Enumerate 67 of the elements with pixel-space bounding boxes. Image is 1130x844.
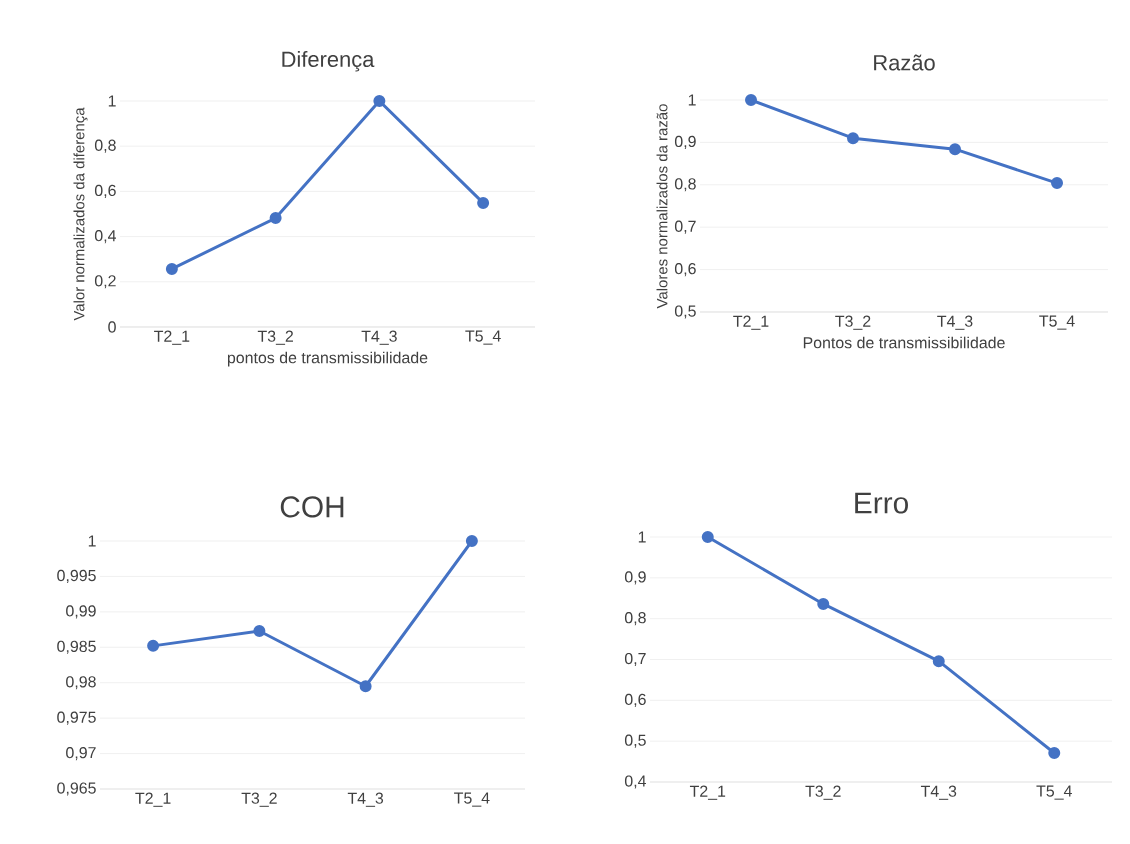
y-tick-label: 1 bbox=[88, 535, 96, 547]
point bbox=[359, 680, 372, 693]
y-tick-label: 1 bbox=[108, 95, 116, 107]
y-axis-title: Valor normalizados da diferença bbox=[73, 107, 88, 321]
y-tick-label: 0,6 bbox=[674, 263, 696, 277]
x-tick-label: T3_2 bbox=[241, 792, 277, 807]
x-tick-label: T2_1 bbox=[135, 792, 171, 807]
y-tick-label: 0,97 bbox=[66, 746, 96, 761]
point bbox=[949, 143, 962, 156]
point bbox=[253, 624, 266, 637]
y-tick-label: 0,6 bbox=[624, 693, 646, 707]
x-tick-label: T4_3 bbox=[347, 792, 384, 807]
x-tick-label: T5_4 bbox=[465, 330, 501, 345]
chart-title: Diferença bbox=[282, 50, 375, 72]
y-tick-label: 0,4 bbox=[94, 230, 117, 244]
y-tick-label: 1 bbox=[688, 94, 696, 106]
y-tick-label: 0,98 bbox=[66, 676, 96, 690]
point bbox=[701, 531, 714, 543]
x-tick-label: T2_1 bbox=[689, 785, 726, 800]
point bbox=[745, 93, 758, 106]
y-tick-label: 0,99 bbox=[66, 605, 96, 619]
x-axis-title: pontos de transmissibilidade bbox=[227, 351, 428, 367]
y-tick-label: 0,7 bbox=[674, 220, 696, 234]
x-tick-label: T5_4 bbox=[1036, 785, 1072, 800]
point bbox=[147, 639, 160, 652]
y-tick-label: 0,985 bbox=[57, 640, 96, 654]
y-tick-label: 0 bbox=[108, 321, 116, 333]
y-tick-label: 0,9 bbox=[624, 571, 646, 585]
y-axis-title: Valores normalizados da razão bbox=[656, 104, 668, 309]
x-tick-label: T3_2 bbox=[257, 330, 293, 345]
chart-title: COH bbox=[280, 496, 344, 518]
y-tick-label: 0,995 bbox=[57, 569, 96, 583]
chart-title: Erro bbox=[855, 492, 908, 514]
point bbox=[477, 196, 490, 209]
y-tick-label: 0,975 bbox=[57, 711, 96, 725]
point bbox=[932, 655, 945, 668]
point bbox=[373, 94, 386, 107]
y-tick-label: 0,8 bbox=[624, 612, 646, 626]
y-tick-label: 0,9 bbox=[674, 135, 696, 149]
x-tick-label: T5_4 bbox=[454, 792, 490, 807]
y-tick-label: 0,6 bbox=[94, 184, 116, 198]
point bbox=[165, 262, 178, 275]
point bbox=[1051, 177, 1064, 190]
x-tick-label: T4_3 bbox=[937, 315, 973, 330]
chart-title: Razão bbox=[874, 54, 935, 71]
y-tick-label: 0,8 bbox=[94, 139, 116, 153]
x-tick-label: T4_3 bbox=[361, 330, 397, 345]
point bbox=[465, 535, 478, 547]
x-tick-label: T2_1 bbox=[154, 330, 190, 345]
y-tick-label: 0,965 bbox=[57, 782, 96, 796]
x-axis-title: Pontos de transmissibilidade bbox=[803, 336, 1005, 349]
y-tick-label: 0,4 bbox=[624, 775, 647, 789]
y-tick-label: 0,5 bbox=[674, 305, 696, 319]
y-tick-label: 0,2 bbox=[94, 275, 116, 289]
x-tick-label: T3_2 bbox=[835, 315, 871, 330]
x-tick-label: T5_4 bbox=[1039, 315, 1075, 330]
point bbox=[817, 597, 830, 610]
point bbox=[1048, 747, 1061, 760]
y-tick-label: 0,8 bbox=[674, 178, 696, 192]
x-tick-label: T4_3 bbox=[920, 785, 957, 800]
x-tick-label: T2_1 bbox=[733, 315, 769, 330]
y-tick-label: 0,5 bbox=[624, 734, 646, 748]
y-tick-label: 0,7 bbox=[624, 652, 646, 667]
y-tick-label: 1 bbox=[638, 531, 646, 543]
point bbox=[847, 132, 860, 145]
x-tick-label: T3_2 bbox=[805, 785, 841, 800]
point bbox=[269, 212, 282, 225]
